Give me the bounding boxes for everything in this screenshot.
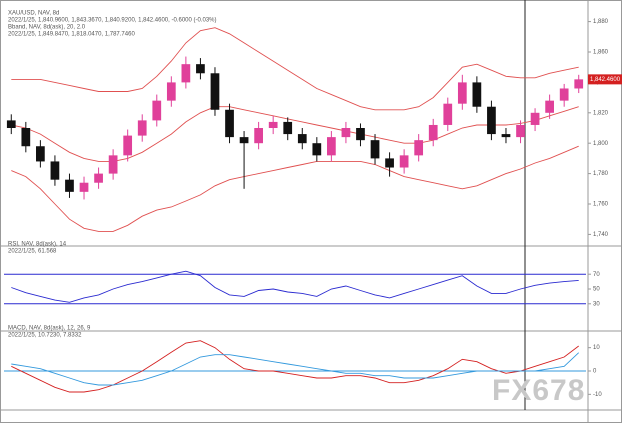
candle-body xyxy=(268,121,278,128)
candle-body xyxy=(21,128,31,147)
series-line xyxy=(11,27,579,111)
legend-text: 2022/1/25, 1,849.8470, 1,818.0470, 1,787… xyxy=(8,32,135,38)
legend-text: XAU/USD, NAV, 8d xyxy=(8,11,59,17)
candle-body xyxy=(50,161,60,180)
y-tick-label: 1,780 xyxy=(593,171,609,177)
candle-body xyxy=(545,100,554,113)
candle-body xyxy=(516,124,525,138)
y-tick-label: 1,740 xyxy=(593,232,609,238)
candle-body xyxy=(123,135,133,156)
y-tick-label: 1,880 xyxy=(593,19,609,25)
y-tick-label: 10 xyxy=(593,345,600,351)
candle-body xyxy=(428,124,438,141)
candle-body xyxy=(327,137,336,156)
series-line xyxy=(11,106,579,162)
candle-body xyxy=(225,109,234,138)
legend-text: 2022/1/25, 1,840.9600, 1,843.3670, 1,840… xyxy=(8,18,217,24)
candle-body xyxy=(297,134,307,144)
y-tick-label: -10 xyxy=(593,392,602,398)
candle-body xyxy=(152,100,162,121)
candle-body xyxy=(65,179,74,192)
candle-body xyxy=(574,79,584,89)
legend-text: 2022/1/25, 61.568 xyxy=(8,249,57,255)
candle-body xyxy=(36,146,45,162)
candle-body xyxy=(283,121,293,135)
series-line xyxy=(11,352,580,386)
candle-body xyxy=(94,173,103,183)
candle-body xyxy=(487,106,496,135)
watermark: FX678 xyxy=(492,374,585,407)
candle-body xyxy=(414,140,424,156)
y-tick-label: 1,860 xyxy=(593,50,609,56)
y-tick-label: 50 xyxy=(593,287,600,293)
candle-body xyxy=(254,128,263,144)
candle-body xyxy=(196,64,205,74)
candle-body xyxy=(341,128,351,138)
y-tick-label: 1,820 xyxy=(593,110,609,116)
candle-body xyxy=(210,73,220,110)
series-line xyxy=(11,270,579,303)
candle-body xyxy=(6,120,16,128)
candle-body xyxy=(385,158,394,168)
y-tick-label: 1,800 xyxy=(593,141,609,147)
series-line xyxy=(11,145,579,232)
y-tick-label: 0 xyxy=(593,369,597,375)
y-tick-label: 70 xyxy=(593,272,600,278)
y-tick-label: 1,760 xyxy=(593,202,609,208)
candle-body xyxy=(239,137,249,144)
legend-text: RSI, NAV, 8d(ask), 14 xyxy=(8,242,67,248)
candle-body xyxy=(312,143,322,156)
candle-body xyxy=(559,88,569,101)
legend-text: Bband, NAV, 8d(ask), 20, 2.0 xyxy=(8,25,86,31)
candle-body xyxy=(370,140,380,159)
candle-body xyxy=(443,103,453,125)
candle-body xyxy=(181,64,191,83)
legend-text: 2022/1/25, 10.7230, 7.8332 xyxy=(8,333,82,339)
candle-body xyxy=(457,82,467,104)
candle-body xyxy=(472,82,482,107)
candle-body xyxy=(79,182,89,192)
legend-text: MACD, NAV, 8d(ask), 12, 26, 9 xyxy=(8,326,91,332)
candle-body xyxy=(356,128,365,141)
last-price-label: 1,842.4600 xyxy=(590,77,621,83)
candle-body xyxy=(166,82,176,101)
candle-body xyxy=(399,155,409,168)
candle-body xyxy=(137,120,147,136)
last-price-tag xyxy=(588,74,622,85)
series-line xyxy=(11,340,579,393)
candle-body xyxy=(108,155,118,174)
candle-body xyxy=(530,112,540,125)
y-tick-label: 30 xyxy=(593,301,600,307)
candle-body xyxy=(501,134,511,138)
